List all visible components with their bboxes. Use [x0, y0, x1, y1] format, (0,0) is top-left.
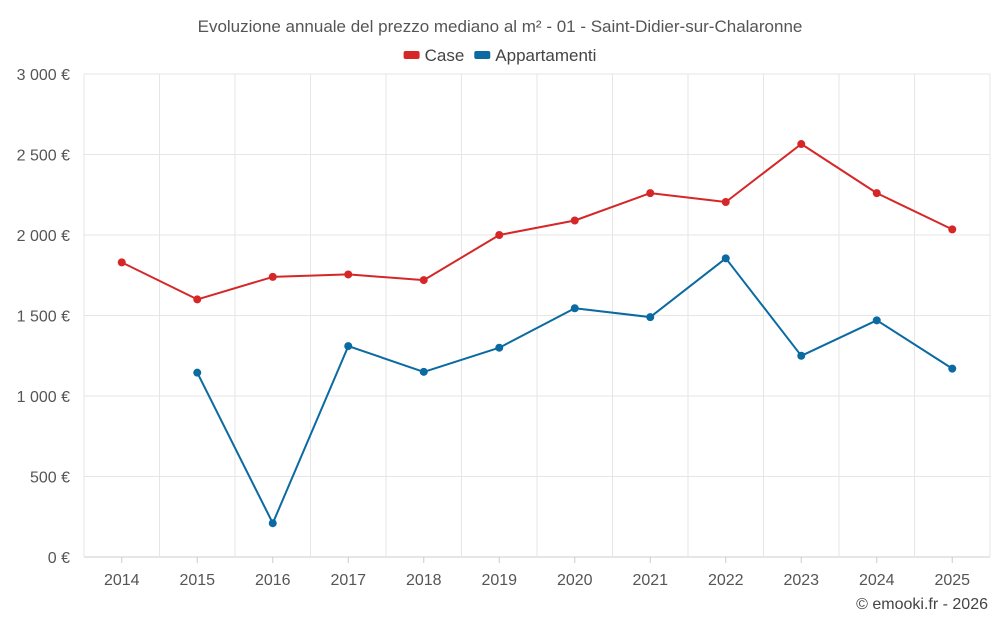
y-tick-label: 0 €: [48, 550, 70, 567]
data-point-case[interactable]: [646, 189, 655, 198]
y-tick-label: 2 500 €: [17, 148, 70, 165]
x-tick-label: 2017: [330, 572, 366, 589]
data-point-case[interactable]: [570, 216, 579, 225]
grid: [83, 73, 991, 558]
x-tick-label: 2021: [632, 572, 668, 589]
y-tick-label: 500 €: [30, 470, 70, 487]
x-tick-label: 2025: [934, 572, 970, 589]
legend-swatch: [474, 51, 491, 59]
x-tick-label: 2016: [255, 572, 291, 589]
data-point-case[interactable]: [721, 197, 730, 206]
x-tick-label: 2019: [481, 572, 517, 589]
y-tick-label: 3 000 €: [17, 67, 70, 84]
data-point-case[interactable]: [268, 272, 277, 281]
y-tick-label: 2 000 €: [17, 228, 70, 245]
data-point-case[interactable]: [117, 258, 126, 267]
y-tick-label: 1 000 €: [17, 389, 70, 406]
data-point-appartamenti[interactable]: [344, 342, 353, 351]
series-line-case: [121, 143, 953, 301]
x-tick-label: 2023: [783, 572, 819, 589]
data-point-appartamenti[interactable]: [193, 368, 202, 377]
y-tick-label: 1 500 €: [17, 309, 70, 326]
legend-label: Case: [425, 46, 465, 65]
data-point-appartamenti[interactable]: [268, 519, 277, 528]
x-tick-label: 2022: [708, 572, 744, 589]
data-point-appartamenti[interactable]: [872, 316, 881, 325]
x-tick-label: 2014: [104, 572, 140, 589]
data-point-case[interactable]: [193, 295, 202, 304]
chart-title: Evoluzione annuale del prezzo mediano al…: [198, 17, 803, 36]
data-point-appartamenti[interactable]: [495, 343, 504, 352]
data-point-appartamenti[interactable]: [419, 367, 428, 376]
x-tick-label: 2015: [179, 572, 215, 589]
y-axis: 0 € 500 € 1 000 € 1 500 € 2 000 € 2 500 € 3 00…: [17, 67, 70, 567]
series-group: [117, 140, 957, 528]
data-point-appartamenti[interactable]: [948, 364, 957, 373]
legend-swatch: [403, 51, 420, 59]
data-point-case[interactable]: [495, 231, 504, 239]
legend-label: Appartamenti: [495, 46, 596, 65]
data-point-case[interactable]: [344, 270, 353, 279]
legend: Case Appartamenti: [403, 46, 596, 65]
credit-text: © emooki.fr - 2026: [856, 596, 988, 613]
data-point-appartamenti[interactable]: [646, 313, 655, 322]
x-tick-label: 2024: [859, 572, 895, 589]
legend-item-case[interactable]: Case: [403, 46, 465, 65]
x-tick-label: 2020: [557, 572, 593, 589]
data-point-case[interactable]: [872, 189, 881, 198]
data-point-appartamenti[interactable]: [570, 304, 579, 313]
data-point-appartamenti[interactable]: [797, 351, 806, 360]
data-point-case[interactable]: [419, 276, 428, 285]
x-tick-label: 2018: [406, 572, 442, 589]
x-axis: 2014 2015 2016 2017 2018 2019 2020 2021 2022 2023…: [104, 557, 970, 589]
data-point-case[interactable]: [797, 140, 806, 149]
legend-item-appartamenti[interactable]: Appartamenti: [474, 46, 596, 65]
data-point-appartamenti[interactable]: [721, 254, 730, 263]
data-point-case[interactable]: [948, 225, 957, 234]
